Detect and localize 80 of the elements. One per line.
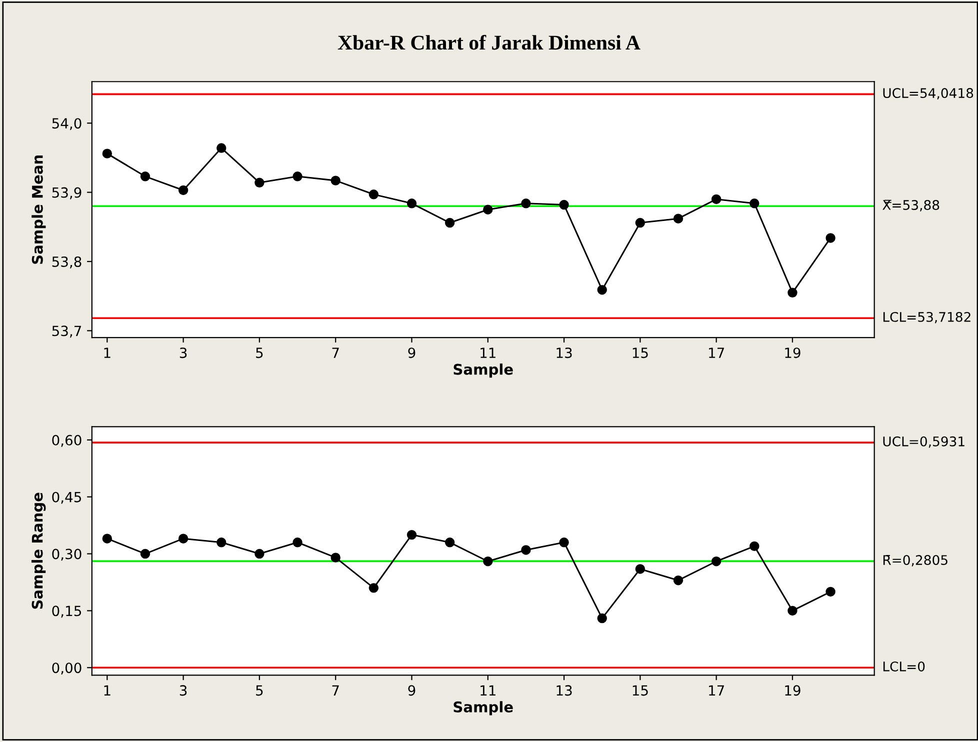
y-tick-label: 0,45	[52, 492, 81, 504]
point	[292, 172, 302, 182]
point	[483, 556, 493, 566]
point	[254, 548, 264, 559]
ref-line-label: UCL=54,0418	[883, 88, 974, 100]
point	[559, 200, 569, 210]
point	[178, 185, 188, 196]
y-tick-label: 53,7	[52, 326, 82, 338]
point	[140, 172, 150, 182]
x-tick-label: 13	[556, 685, 572, 696]
x-tick-label: 11	[480, 685, 496, 696]
ref-line-label: UCL=0,5931	[883, 436, 964, 448]
point	[673, 575, 684, 586]
point	[826, 233, 836, 243]
ref-line-label: R̄=0,2805	[883, 554, 948, 566]
y-tick-label: 0,60	[52, 434, 82, 447]
point	[521, 198, 531, 208]
y-tick-label: 0,15	[52, 606, 81, 618]
point	[178, 534, 188, 544]
point	[635, 564, 646, 574]
ref-line-label: LCL=53,7182	[883, 312, 970, 324]
ref-line-label: X̿=53,88	[882, 200, 940, 212]
point	[826, 586, 836, 597]
point	[444, 538, 455, 548]
point	[292, 538, 302, 548]
x-axis-title: Sample	[454, 701, 513, 716]
x-tick-label: 15	[632, 685, 648, 696]
y-axis-title: Sample Mean	[32, 155, 46, 264]
x-tick-label: 11	[480, 348, 496, 358]
x-tick-label: 13	[556, 348, 572, 358]
point	[330, 552, 340, 562]
y-axis-title: Sample Range	[32, 492, 46, 609]
point	[140, 548, 150, 559]
x-tick-label: 3	[180, 685, 187, 696]
point	[788, 606, 798, 616]
point	[330, 176, 340, 186]
point	[788, 288, 798, 298]
x-tick-label: 9	[408, 348, 416, 358]
point	[597, 613, 607, 624]
x-tick-label: 15	[632, 348, 648, 358]
x-axis-title: Sample	[454, 364, 513, 378]
point	[711, 194, 722, 204]
point	[444, 218, 455, 228]
x-tick-label: 19	[785, 685, 800, 696]
point	[406, 198, 417, 208]
point	[750, 198, 760, 208]
x-tick-label: 19	[785, 348, 800, 358]
point	[406, 530, 417, 540]
x-tick-label: 17	[709, 685, 724, 696]
point	[368, 190, 379, 200]
point	[483, 204, 493, 214]
y-tick-label: 53,8	[52, 256, 82, 268]
x-tick-label: 17	[709, 348, 724, 358]
point	[635, 218, 646, 228]
point	[216, 538, 226, 548]
y-tick-label: 0,30	[52, 548, 82, 561]
x-tick-label: 7	[332, 348, 339, 358]
x-tick-label: 1	[104, 348, 110, 358]
x-tick-label: 3	[180, 348, 187, 358]
x-tick-label: 5	[256, 685, 263, 696]
point	[750, 541, 760, 552]
point	[521, 545, 531, 555]
point	[254, 178, 264, 188]
ref-line-label: LCL=0	[883, 661, 925, 672]
x-tick-label: 9	[408, 685, 416, 696]
point	[216, 143, 226, 153]
point	[559, 538, 569, 548]
chart-title: Xbar-R Chart of Jarak Dimensi A	[338, 34, 640, 50]
y-tick-label: 0,00	[52, 662, 82, 675]
point	[102, 534, 112, 544]
x-tick-label: 7	[332, 685, 339, 696]
point	[673, 214, 684, 224]
point	[711, 556, 722, 566]
x-tick-label: 1	[104, 685, 110, 696]
point	[102, 148, 112, 158]
y-tick-label: 54,0	[52, 118, 82, 130]
y-tick-label: 53,9	[52, 187, 82, 200]
point	[597, 285, 607, 295]
x-tick-label: 5	[256, 348, 263, 358]
point	[368, 583, 379, 593]
